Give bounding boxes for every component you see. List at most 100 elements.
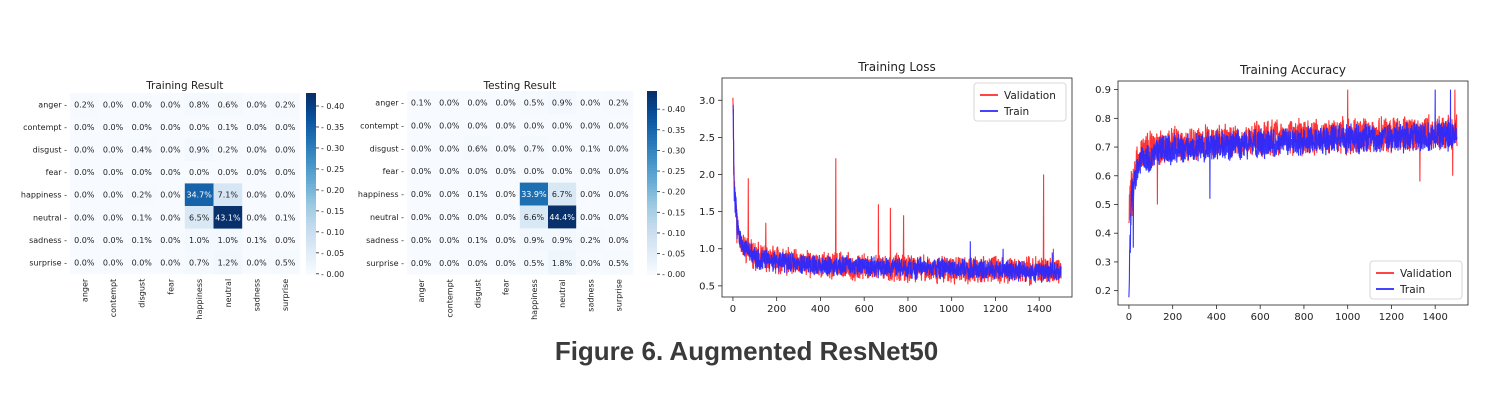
heatmap-cell-label: 43.1% <box>215 213 241 222</box>
colorbar-segment <box>647 130 657 135</box>
heatmap-cell-label: 0.0% <box>411 144 432 153</box>
y-tick-label: 0.5 <box>1095 200 1111 211</box>
colorbar-segment <box>647 106 657 110</box>
colorbar-segment <box>647 170 657 175</box>
colorbar-segment <box>306 123 316 127</box>
heatmap-cell-label: 0.0% <box>608 213 629 222</box>
legend-label: Validation <box>1400 268 1452 280</box>
colorbar-tick-label: - 0.35 <box>662 126 685 135</box>
heatmap-cell <box>548 113 577 138</box>
heatmap-cell-label: 0.0% <box>74 213 95 222</box>
heatmap-cell-label: 0.2% <box>608 98 629 107</box>
colorbar-tick-label: - 0.25 <box>321 165 344 174</box>
heatmap-cell <box>407 205 436 229</box>
colorbar-segment <box>647 240 657 245</box>
colorbar-segment <box>306 99 316 103</box>
heatmap-cell <box>70 93 100 117</box>
heatmap-cell-label: 0.0% <box>411 259 432 268</box>
colorbar-segment <box>306 228 316 233</box>
colorbar-segment <box>306 183 316 188</box>
heatmap-cell-label: 0.0% <box>467 98 488 107</box>
training-accuracy-chart: Training Accuracy 0 200 400 600 800 1000 1200 14… <box>1095 63 1469 323</box>
heatmap-cell-label: 0.0% <box>103 168 124 177</box>
colorbar-segment <box>306 93 316 97</box>
heatmap-cell <box>242 206 272 230</box>
heatmap-cell-label: 0.1% <box>580 144 601 153</box>
x-tick-label: 600 <box>1251 312 1270 323</box>
heatmap-cell-label: 0.0% <box>411 190 432 199</box>
heatmap-cell-label: 0.0% <box>439 98 460 107</box>
heatmap-cell-label: 0.1% <box>411 98 432 107</box>
heatmap-cell <box>604 182 634 206</box>
colorbar-segment <box>306 267 316 272</box>
heatmap-cell-label: 0.0% <box>103 259 124 268</box>
heatmap-cell-label: 0.0% <box>439 167 460 176</box>
colorbar-segment <box>647 249 657 254</box>
heatmap-cell-label: 0.0% <box>246 146 267 155</box>
heatmap-cell-label: 0.0% <box>246 100 267 109</box>
colorbar-segment <box>647 124 657 129</box>
heatmap-cell-label: 0.0% <box>524 167 545 176</box>
heatmap-cell <box>98 160 128 184</box>
colorbar-segment <box>647 237 657 242</box>
colorbar-tick-label: - 0.40 <box>662 105 685 114</box>
heatmap-cell <box>435 159 464 184</box>
heatmap-cell-label: 0.1% <box>275 213 296 222</box>
heatmap-cell <box>98 115 128 139</box>
heatmap-cell <box>270 138 301 162</box>
colorbar-segment <box>647 91 657 95</box>
heatmap-cell <box>407 182 436 206</box>
heatmap-cell-label: 0.0% <box>496 121 517 130</box>
heatmap-cell <box>407 228 436 252</box>
heatmap-cell-label: 0.0% <box>580 98 601 107</box>
heatmap-cell <box>242 228 272 252</box>
heatmap-col-label: disgust <box>474 279 483 308</box>
colorbar-segment <box>306 165 316 169</box>
colorbar-segment <box>647 228 657 233</box>
heatmap-col-label: contempt <box>109 279 118 317</box>
heatmap-cell-label: 0.0% <box>411 121 432 130</box>
colorbar-segment <box>306 186 316 191</box>
heatmap-cell <box>604 113 634 138</box>
heatmap-cell-label: 0.0% <box>132 259 153 268</box>
heatmap-cell <box>70 206 100 230</box>
colorbar-segment <box>306 225 316 230</box>
colorbar-segment <box>647 100 657 104</box>
y-tick-label: 1.0 <box>699 244 715 255</box>
y-tick-label: 0.8 <box>1095 114 1111 125</box>
heatmap-row-label: anger - <box>375 98 404 107</box>
colorbar-tick-label: - 0.05 <box>662 250 685 259</box>
heatmap-cell <box>127 93 157 117</box>
heatmap-cell-label: 0.0% <box>524 121 545 130</box>
heatmap-col-label: disgust <box>138 279 147 308</box>
colorbar-segment <box>306 192 316 197</box>
heatmap-cell-label: 0.0% <box>103 123 124 132</box>
heatmap-cell-label: 0.0% <box>275 146 296 155</box>
colorbar-segment <box>306 147 316 151</box>
colorbar-tick-label: - 0.00 <box>321 270 344 279</box>
heatmap-cell <box>242 138 272 162</box>
series-line-train <box>1128 89 1458 298</box>
heatmap-cell <box>98 228 128 252</box>
heatmap-cell-label: 44.4% <box>549 213 575 222</box>
heatmap-cell <box>491 159 521 184</box>
heatmap-cell <box>519 136 549 161</box>
heatmap-cell-label: 0.0% <box>608 167 629 176</box>
heatmap-cell <box>576 182 605 206</box>
heatmap-cell <box>519 159 549 184</box>
colorbar-segment <box>306 177 316 181</box>
heatmap-cell <box>213 115 243 139</box>
heatmap-row-label: anger - <box>38 100 67 109</box>
heatmap-cell <box>604 136 634 161</box>
heatmap-cell-label: 0.0% <box>439 236 460 245</box>
heatmap-cell <box>435 91 464 115</box>
heatmap-cell-label: 0.0% <box>103 191 124 200</box>
colorbar-segment <box>306 144 316 148</box>
heatmap-cell-label: 0.9% <box>552 98 573 107</box>
heatmap-cell <box>519 251 549 275</box>
y-tick-label: 2.0 <box>699 170 715 181</box>
x-tick-label: 800 <box>1294 312 1313 323</box>
colorbar-segment <box>306 222 316 227</box>
heatmap-cell-label: 0.0% <box>218 168 239 177</box>
colorbar-segment <box>306 201 316 206</box>
